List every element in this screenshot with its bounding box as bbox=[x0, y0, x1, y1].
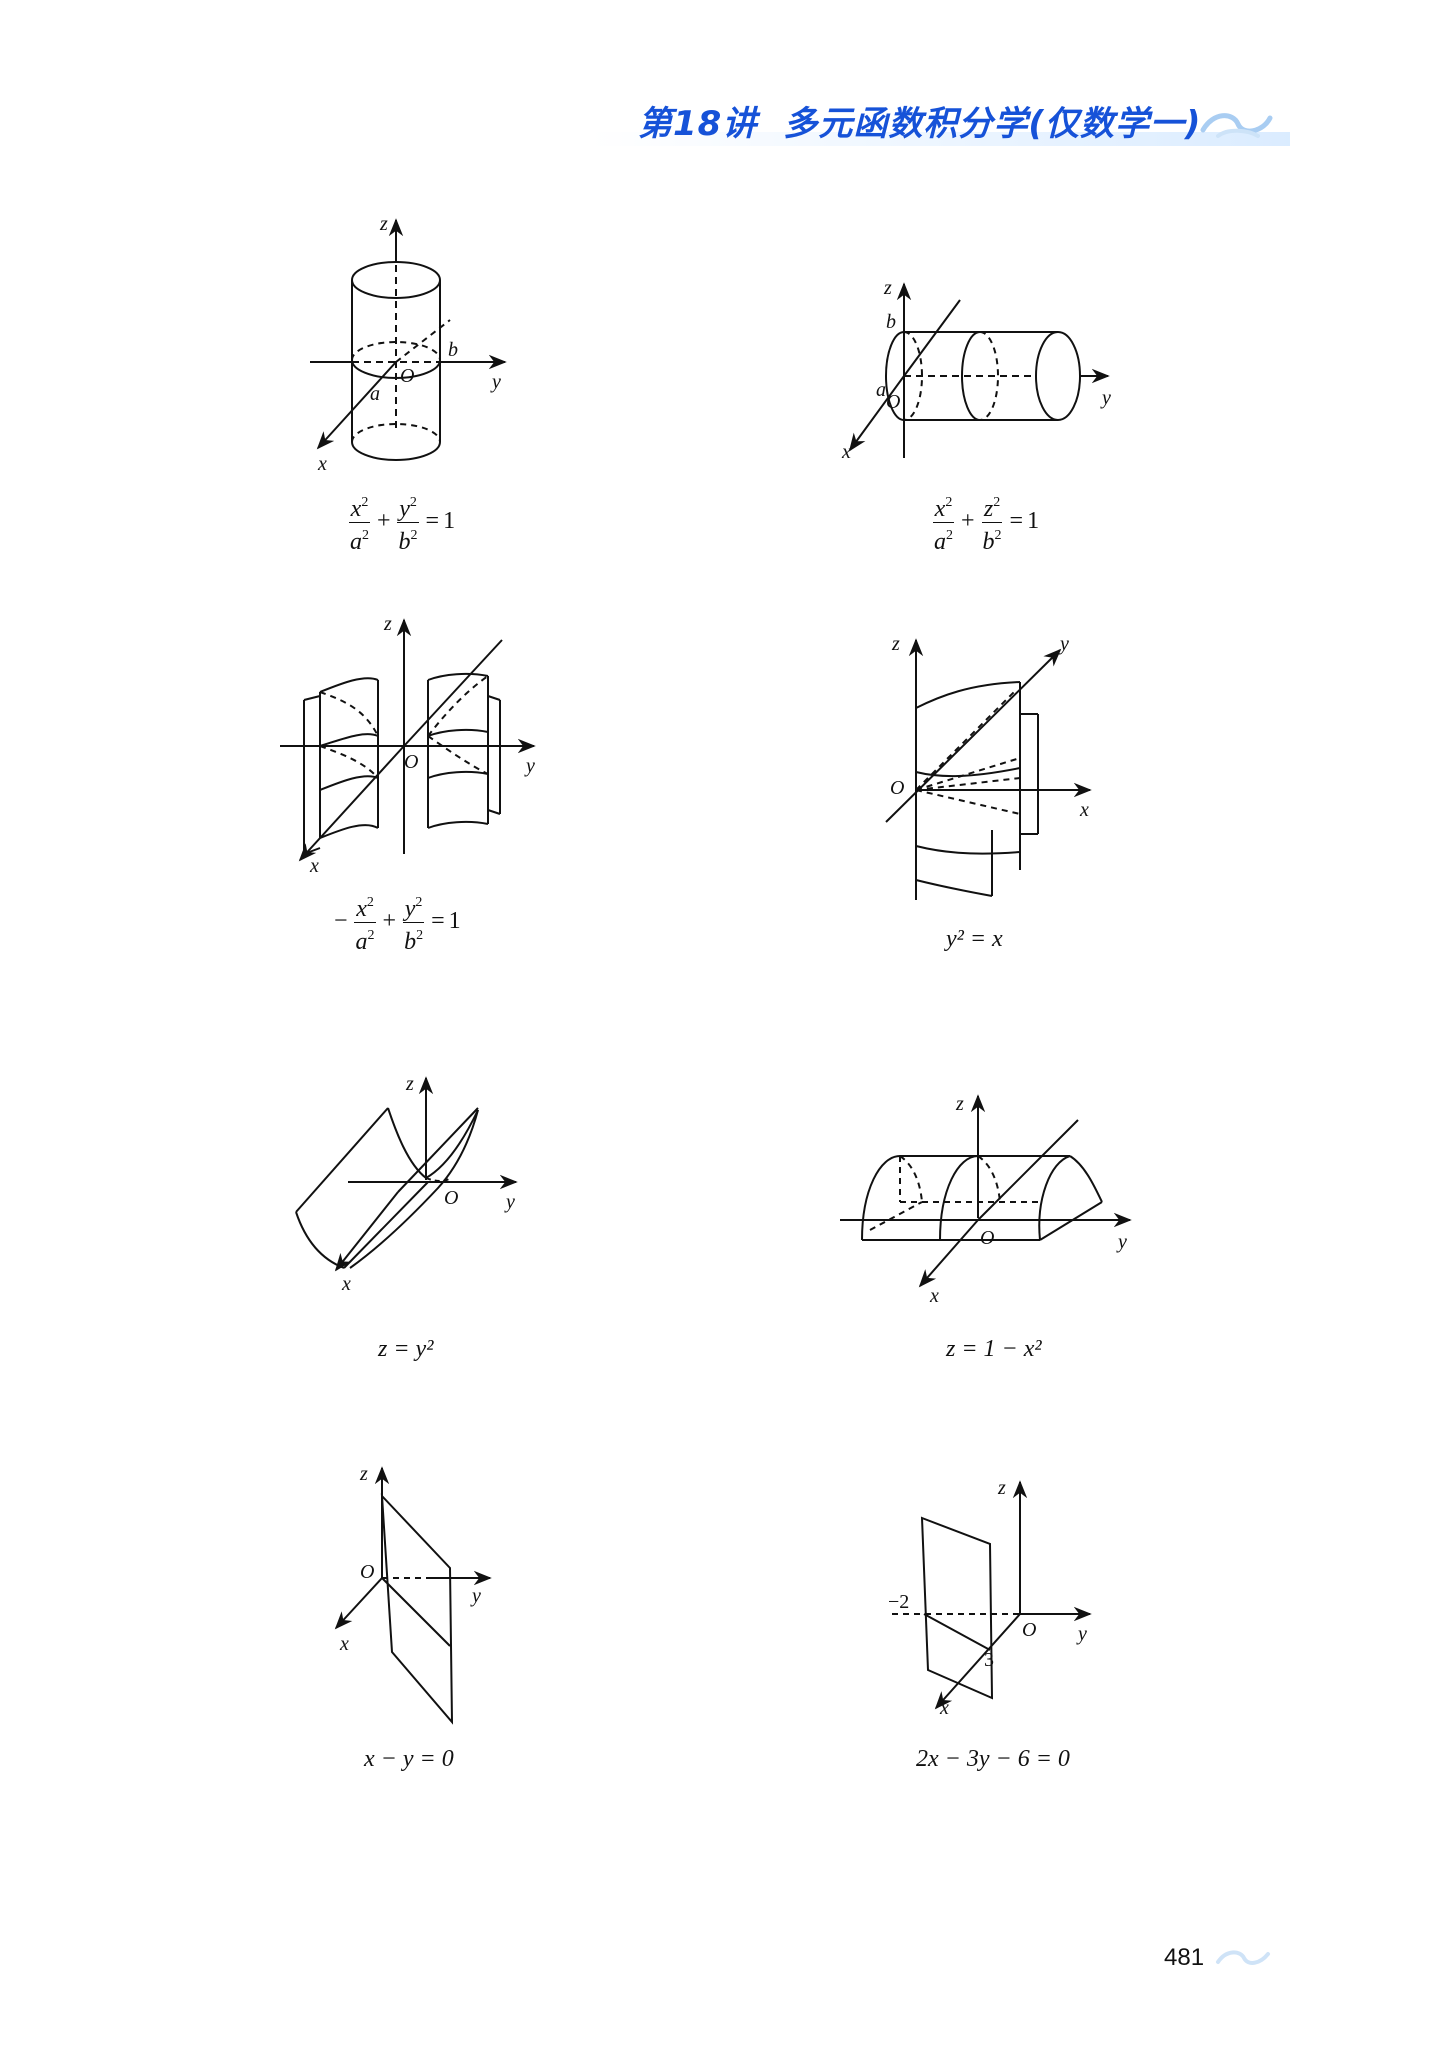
page-header: 第18讲 多元函数积分学(仅数学一) bbox=[590, 96, 1290, 146]
figure-4-drawing: z x y O bbox=[885, 633, 1092, 900]
axis-label-y: y bbox=[524, 755, 535, 777]
caption-4: y² = x bbox=[946, 926, 1003, 952]
origin-label: O bbox=[400, 365, 414, 387]
origin-label: O bbox=[360, 1561, 374, 1583]
figure-hyperbolic-cylinder: z x y O bbox=[280, 610, 560, 877]
axis-label-z: z bbox=[383, 613, 392, 635]
axis-label-z: z bbox=[997, 1477, 1006, 1499]
cap1-n2: y bbox=[399, 496, 410, 522]
origin-label: O bbox=[980, 1227, 994, 1249]
cap1-d2: b bbox=[398, 529, 411, 555]
semi-axis-b-label: b bbox=[448, 339, 458, 361]
chapter-title: 多元函数积分学(仅数学一) bbox=[783, 104, 1202, 144]
axis-label-y: y bbox=[1076, 1623, 1087, 1645]
axis-label-x: x bbox=[309, 855, 319, 877]
figure-6-drawing: z x y O bbox=[840, 1093, 1132, 1307]
figure-3-drawing: z x y O bbox=[280, 613, 536, 877]
y-intercept-label: −2 bbox=[888, 1591, 909, 1613]
cap3-n1: x bbox=[356, 896, 367, 922]
caption-3: − x2 a2 + y2 b2 = 1 bbox=[330, 890, 461, 955]
semi-axis-b-label: b bbox=[886, 311, 896, 333]
cap1-d1: a bbox=[350, 529, 362, 555]
axis-label-x: x bbox=[317, 453, 327, 475]
cap3-d1: a bbox=[355, 929, 368, 955]
cap1-rhs: 1 bbox=[443, 508, 456, 535]
axis-label-z: z bbox=[359, 1463, 368, 1485]
axis-label-z: z bbox=[379, 213, 388, 235]
figure-5-drawing: z x y O bbox=[295, 1073, 518, 1295]
lecture-number: 第18讲 bbox=[638, 104, 758, 144]
cap2-rhs: 1 bbox=[1027, 508, 1040, 535]
axis-label-z: z bbox=[955, 1093, 964, 1115]
origin-label: O bbox=[886, 391, 900, 413]
figure-parabolic-cylinder-y2x: z x y O bbox=[870, 630, 1110, 900]
figure-elliptic-cylinder-z: z x y O a b bbox=[300, 210, 540, 475]
semi-axis-a-label: a bbox=[876, 379, 886, 401]
origin-label: O bbox=[404, 751, 418, 773]
cap3-rhs: 1 bbox=[448, 908, 461, 935]
figure-parabolic-cylinder-z1x2: z x y O bbox=[840, 1090, 1140, 1310]
origin-label: O bbox=[444, 1187, 458, 1209]
cap2-n2: z bbox=[983, 496, 994, 522]
semi-axis-a-label: a bbox=[370, 383, 380, 405]
header-title: 第18讲 多元函数积分学(仅数学一) bbox=[638, 96, 1201, 145]
figure-8-drawing: z x y O −2 3 bbox=[888, 1477, 1092, 1719]
cap3-d2: b bbox=[404, 929, 417, 955]
caption-7: x − y = 0 bbox=[364, 1746, 454, 1772]
cap2-d1: a bbox=[934, 529, 946, 555]
figure-plane-x-minus-y: z x y O bbox=[320, 1456, 520, 1726]
cap1-n1: x bbox=[350, 496, 362, 522]
figure-elliptic-cylinder-y: z x y O a b bbox=[840, 277, 1140, 470]
cap2-d2: b bbox=[982, 529, 995, 555]
caption-6: z = 1 − x² bbox=[946, 1336, 1042, 1362]
axis-label-y: y bbox=[1100, 387, 1111, 409]
axis-label-x: x bbox=[341, 1273, 351, 1295]
figure-parabolic-cylinder-zy2: z x y O bbox=[288, 1070, 548, 1310]
axis-label-z: z bbox=[883, 277, 892, 299]
axis-label-x: x bbox=[929, 1285, 939, 1307]
figure-2-drawing: z x y O a b bbox=[841, 277, 1111, 463]
caption-5: z = y² bbox=[378, 1336, 434, 1362]
axis-label-y: y bbox=[490, 371, 501, 393]
axis-label-x: x bbox=[841, 441, 851, 463]
caption-1: x2 a2 + y2 b2 = 1 bbox=[346, 490, 455, 555]
caption-2: x2 a2 + z2 b2 = 1 bbox=[930, 490, 1039, 555]
x-intercept-label: 3 bbox=[984, 1649, 994, 1671]
figure-1-drawing: z x y O a b bbox=[310, 213, 507, 475]
axis-label-z: z bbox=[405, 1073, 414, 1095]
axis-label-x: x bbox=[939, 1697, 949, 1719]
origin-label: O bbox=[890, 777, 904, 799]
axis-label-x: x bbox=[1079, 799, 1089, 821]
axis-label-z: z bbox=[891, 633, 900, 655]
axis-label-x: x bbox=[339, 1633, 349, 1655]
caption-8: 2x − 3y − 6 = 0 bbox=[916, 1746, 1070, 1772]
origin-label: O bbox=[1022, 1619, 1036, 1641]
page-number: 481 bbox=[1164, 1944, 1205, 1971]
axis-label-y: y bbox=[1058, 633, 1069, 655]
axis-label-y: y bbox=[504, 1191, 515, 1213]
axis-label-y: y bbox=[470, 1585, 481, 1607]
axis-label-y: y bbox=[1116, 1231, 1127, 1253]
cap2-n1: x bbox=[934, 496, 946, 522]
figure-7-drawing: z x y O bbox=[334, 1463, 492, 1725]
cap3-n2: y bbox=[404, 896, 416, 922]
header-band bbox=[590, 132, 1290, 146]
page-ornament-icon bbox=[1216, 1950, 1270, 1965]
header-ornament-icon bbox=[1200, 113, 1273, 138]
figure-plane-2x-3y-6: z x y O −2 3 bbox=[880, 1470, 1120, 1720]
